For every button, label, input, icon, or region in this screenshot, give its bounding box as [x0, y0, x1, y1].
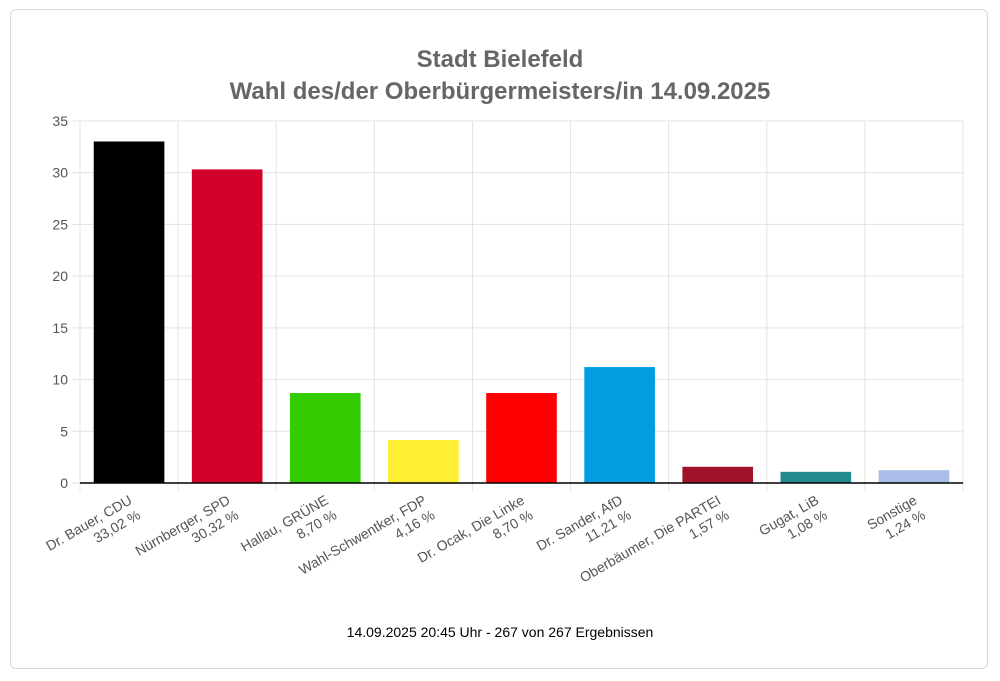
results-footer: 14.09.2025 20:45 Uhr - 267 von 267 Ergeb…	[346, 624, 654, 640]
bar	[388, 439, 459, 483]
y-tick-label: 30	[52, 165, 68, 181]
bar	[289, 393, 361, 483]
y-tick-label: 35	[52, 113, 68, 129]
bar	[878, 470, 950, 483]
bar	[93, 141, 165, 483]
bar	[191, 169, 263, 483]
y-tick-label: 5	[60, 423, 68, 439]
y-tick-label: 10	[52, 372, 68, 388]
bar	[584, 367, 655, 483]
bar	[682, 466, 754, 483]
y-tick-label: 25	[52, 216, 68, 232]
bar	[780, 471, 852, 483]
chart-card	[10, 9, 988, 669]
y-tick-label: 15	[52, 320, 68, 336]
y-tick-label: 20	[52, 268, 68, 284]
chart-title: Stadt Bielefeld Wahl des/der Oberbürgerm…	[0, 44, 1000, 108]
bar	[486, 393, 557, 483]
y-axis: 0 5 10 15 20 25 30 35	[52, 113, 80, 491]
bars	[93, 141, 950, 483]
y-tick-label: 0	[60, 475, 68, 491]
chart-title-line-2: Wahl des/der Oberbürgermeisters/in 14.09…	[229, 78, 771, 105]
chart-title-line-1: Stadt Bielefeld	[416, 46, 584, 73]
